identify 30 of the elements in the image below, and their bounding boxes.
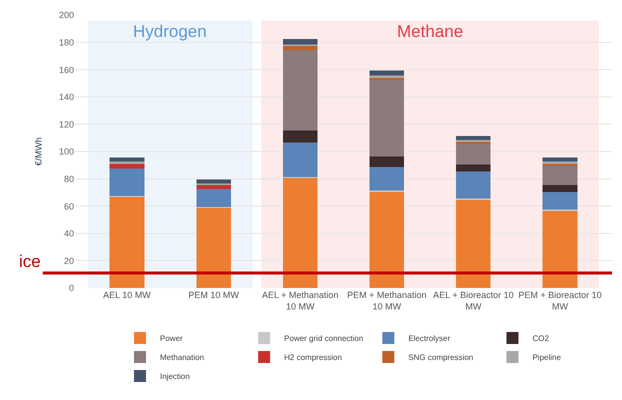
y-tick-label: 180: [58, 37, 74, 48]
legend-label: Injection: [160, 372, 190, 382]
x-tick-label: PEM 10 MW: [188, 290, 240, 300]
y-tick-label: 60: [64, 201, 74, 212]
legend-label: Electrolyser: [408, 334, 450, 344]
y-tick-label: 100: [58, 146, 74, 157]
y-tick-label: 140: [58, 92, 74, 102]
y-tick-label: 20: [64, 256, 74, 266]
legend-label: Power grid connection: [284, 334, 364, 344]
x-tick-label: PEM + Methanation 10 MW: [347, 290, 426, 312]
y-axis-title: €/MWh: [33, 137, 44, 166]
y-tick-label: 0: [68, 283, 74, 294]
band-label: Hydrogen: [133, 22, 207, 41]
legend-label: H2 compression: [284, 353, 342, 362]
x-tick-label: AEL 10 MW: [103, 290, 152, 300]
legend-label: Methanation: [160, 353, 204, 362]
legend-label: SNG compression: [408, 353, 474, 362]
x-tick-label: PEM + Bioreactor 10 MW: [518, 290, 602, 312]
legend-label: Pipeline: [532, 353, 562, 362]
x-tick-label: AEL + Methanation 10 MW: [262, 290, 338, 312]
y-tick-label: 200: [58, 10, 74, 20]
ref-line-label: ice: [19, 252, 41, 271]
y-tick-label: 160: [58, 64, 74, 75]
legend-label: CO2: [532, 334, 550, 344]
y-tick-label: 120: [58, 119, 74, 130]
band-label: Methane: [397, 22, 464, 41]
legend-label: Power: [160, 334, 184, 344]
y-tick-label: 40: [64, 228, 74, 239]
y-tick-label: 80: [64, 174, 74, 184]
x-tick-label: AEL + Bioreactor 10 MW: [433, 290, 514, 312]
